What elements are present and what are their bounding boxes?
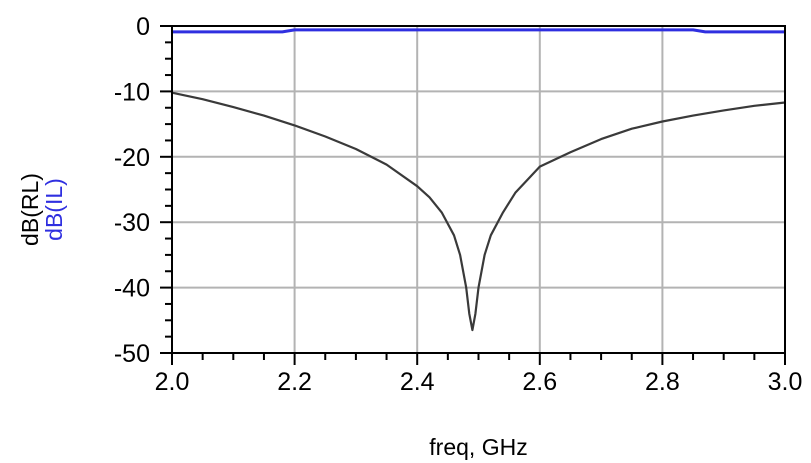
x-axis-title: freq, GHz — [429, 434, 527, 460]
y-axis-title-0: dB(RL) — [17, 173, 43, 246]
y-axis-titles: dB(RL)dB(IL) — [17, 173, 67, 246]
x-tick-label: 3.0 — [768, 368, 803, 396]
x-tick-label: 2.4 — [400, 368, 435, 396]
y-axis-title-1: dB(IL) — [41, 178, 67, 241]
y-tick-label: -40 — [114, 275, 150, 303]
grid — [172, 26, 785, 353]
x-tick-label: 2.6 — [522, 368, 557, 396]
plot-area-frame — [171, 25, 786, 354]
series-layer — [171, 28, 786, 332]
x-tick-label: 2.8 — [645, 368, 680, 396]
series-line-1 — [171, 91, 786, 332]
x-tick-labels: 2.0 2.2 2.4 2.6 2.8 3.0 — [155, 368, 803, 396]
y-tick-label: 0 — [136, 13, 150, 41]
y-tick-label: -30 — [114, 209, 150, 237]
y-tick-label: -10 — [114, 78, 150, 106]
y-tick-labels: 0 -10 -20 -30 -40 -50 — [114, 13, 150, 368]
y-tick-label: -20 — [114, 144, 150, 172]
x-tick-label: 2.0 — [155, 368, 190, 396]
y-tick-label: -50 — [114, 340, 150, 368]
x-tick-label: 2.2 — [277, 368, 312, 396]
series-line-0 — [172, 28, 785, 34]
tick-marks — [160, 25, 786, 365]
